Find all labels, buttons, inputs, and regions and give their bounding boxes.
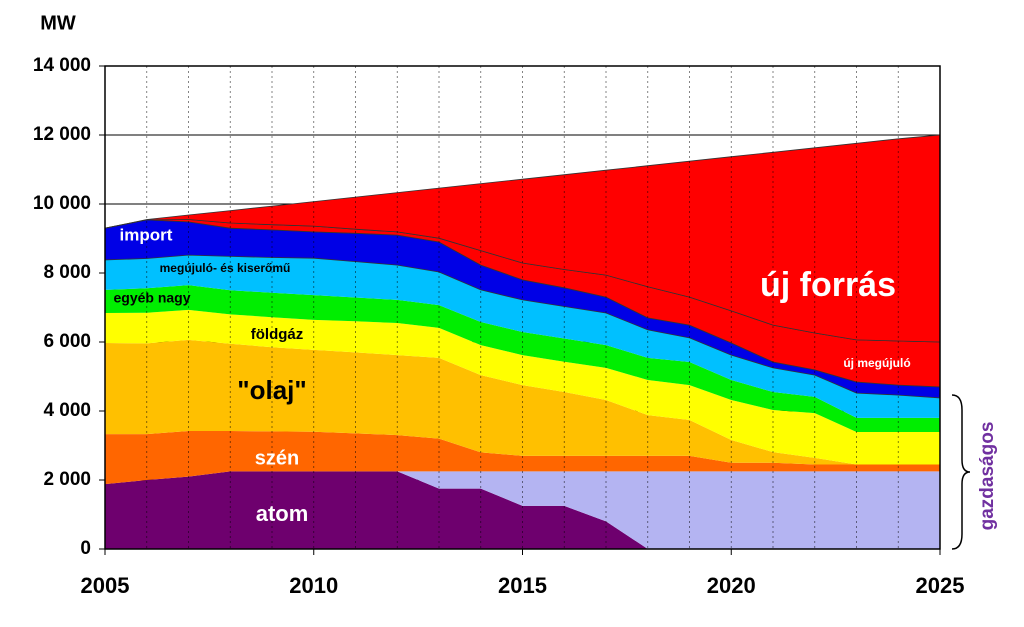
x-tick-label: 2005 <box>81 573 130 598</box>
series-label: új megújuló <box>843 356 910 370</box>
y-tick-label: 8 000 <box>43 262 91 283</box>
series-label: megújuló- és kiserőmű <box>160 261 291 275</box>
series-label: egyéb nagy <box>113 290 190 306</box>
x-tick-label: 2015 <box>498 573 547 598</box>
series-label: új forrás <box>760 266 896 304</box>
annotation: gazdaságos <box>977 422 998 531</box>
area <box>105 471 940 549</box>
series-label: atom <box>256 501 309 526</box>
y-tick-label: 4 000 <box>43 400 91 421</box>
y-tick-label: 2 000 <box>43 469 91 490</box>
series-label: "olaj" <box>237 375 306 405</box>
area <box>105 309 940 465</box>
y-tick-label: 10 000 <box>33 193 91 214</box>
x-tick-label: 2025 <box>916 573 965 598</box>
y-tick-label: 6 000 <box>43 331 91 352</box>
area <box>105 285 940 432</box>
series-label: földgáz <box>251 326 304 343</box>
y-tick-label: 0 <box>80 538 91 559</box>
y-axis-label: MW <box>40 12 76 34</box>
x-tick-label: 2020 <box>707 573 756 598</box>
y-tick-label: 12 000 <box>33 124 91 145</box>
series-label: import <box>120 225 173 244</box>
series-label: szén <box>255 447 299 469</box>
brace <box>951 394 971 550</box>
y-tick-label: 14 000 <box>33 55 91 76</box>
x-tick-label: 2010 <box>289 573 338 598</box>
area <box>105 471 940 549</box>
